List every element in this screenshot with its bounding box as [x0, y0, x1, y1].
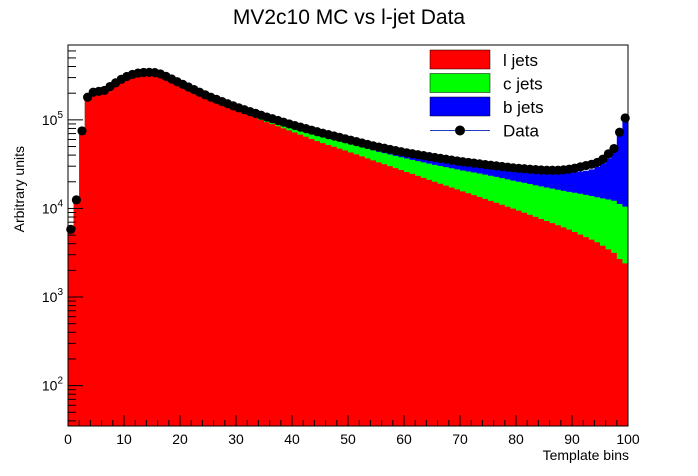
data-point [71, 195, 81, 205]
y-tick-label: 104 [42, 198, 64, 216]
x-tick-label: 10 [116, 431, 132, 447]
chart-title: MV2c10 MC vs l-jet Data [233, 6, 466, 29]
legend-label: b jets [503, 98, 544, 117]
x-tick-label: 50 [340, 431, 356, 447]
y-axis-label: Arbitrary units [11, 146, 27, 232]
axes: 0 10 20 30 40 50 60 70 80 90 100 102 103 104 105 [42, 44, 640, 447]
x-tick-label: 60 [396, 431, 412, 447]
data-point [609, 143, 619, 154]
data-point [615, 127, 625, 137]
x-tick-label: 40 [284, 431, 300, 447]
data-markers [66, 67, 630, 235]
data-point [77, 126, 87, 136]
y-tick-label: 103 [42, 287, 64, 305]
y-tick-label: 102 [42, 376, 64, 394]
x-tick-label: 20 [172, 431, 188, 447]
x-tick-label: 100 [616, 431, 640, 447]
stack-fills [68, 72, 628, 427]
l-jets-area [68, 73, 628, 427]
legend: l jets c jets b jets Data [429, 49, 544, 141]
x-tick-label: 0 [64, 431, 72, 447]
legend-label: l jets [503, 51, 538, 70]
y-tick-label: 105 [42, 110, 64, 128]
legend-swatch [429, 73, 491, 93]
legend-label: Data [503, 122, 539, 141]
legend-swatch [429, 49, 491, 70]
legend-marker [455, 125, 465, 136]
x-tick-label: 70 [452, 431, 468, 447]
legend-swatch [429, 96, 491, 117]
legend-label: c jets [503, 75, 543, 94]
x-tick-label: 30 [228, 431, 244, 447]
x-tick-label: 90 [564, 431, 580, 447]
x-tick-label: 80 [508, 431, 524, 447]
x-axis-label: Template bins [543, 447, 629, 463]
